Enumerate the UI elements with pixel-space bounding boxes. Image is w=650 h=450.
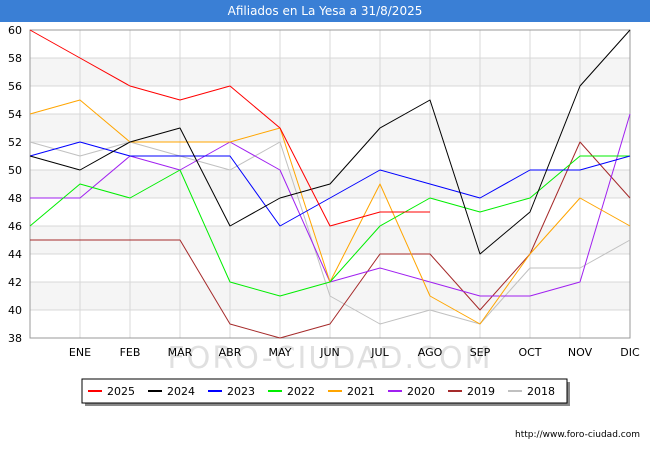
legend-label-2018: 2018 <box>527 385 555 398</box>
y-tick-label: 40 <box>8 304 22 317</box>
y-tick-label: 56 <box>8 80 22 93</box>
series-line-2022 <box>29 155 630 297</box>
title-bar-background <box>0 0 650 22</box>
x-tick-label: FEB <box>120 346 141 359</box>
x-axis-ticks: ENE FEB MAR ABR MAY JUN JUL AGO SEP OCT NOV DIC <box>69 346 640 359</box>
footer-url[interactable]: http://www.foro-ciudad.com <box>515 430 640 440</box>
y-tick-label: 60 <box>8 24 22 37</box>
series-line-2024 <box>29 29 631 255</box>
chart-title: Afiliados en La Yesa a 31/8/2025 <box>228 4 423 18</box>
series-line-2025 <box>29 29 430 227</box>
legend-label-2022: 2022 <box>287 385 315 398</box>
legend-label-2023: 2023 <box>227 385 255 398</box>
series-lines <box>29 29 631 339</box>
y-tick-label: 46 <box>8 220 22 233</box>
x-tick-label: JUN <box>319 346 340 359</box>
legend-label-2024: 2024 <box>167 385 195 398</box>
y-tick-label: 58 <box>8 52 22 65</box>
x-tick-label: MAY <box>269 346 292 359</box>
y-axis-ticks: 38 40 42 44 46 48 50 52 54 56 58 60 <box>8 24 22 345</box>
x-tick-label: ENE <box>69 346 91 359</box>
title-bar: Afiliados en La Yesa a 31/8/2025 <box>0 0 650 22</box>
x-tick-label: JUL <box>370 346 389 359</box>
plot-area-border <box>29 29 631 339</box>
y-tick-label: 42 <box>8 276 22 289</box>
x-tick-label: MAR <box>168 346 193 359</box>
y-tick-label: 38 <box>8 332 22 345</box>
legend-box <box>81 378 568 404</box>
y-tick-label: 44 <box>8 248 22 261</box>
watermark: FORO-CIUDAD.COM <box>168 341 493 376</box>
x-tick-label: DIC <box>620 346 640 359</box>
x-tick-label: ABR <box>219 346 242 359</box>
y-tick-label: 50 <box>8 164 22 177</box>
y-tick-label: 52 <box>8 136 22 149</box>
legend-label-2025: 2025 <box>107 385 135 398</box>
series-line-2023 <box>29 141 631 227</box>
y-tick-label: 48 <box>8 192 22 205</box>
x-tick-label: SEP <box>470 346 491 359</box>
x-tick-label: AGO <box>418 346 443 359</box>
y-tick-label: 54 <box>8 108 22 121</box>
legend-label-2021: 2021 <box>347 385 375 398</box>
legend-label-2020: 2020 <box>407 385 435 398</box>
legend-items: 2025 2024 2023 2022 2021 2020 2019 2018 <box>88 385 555 398</box>
x-tick-label: OCT <box>518 346 541 359</box>
legend: 2025 2024 2023 2022 2021 2020 2019 2018 <box>81 378 570 406</box>
x-tick-label: NOV <box>568 346 593 359</box>
legend-label-2019: 2019 <box>467 385 495 398</box>
